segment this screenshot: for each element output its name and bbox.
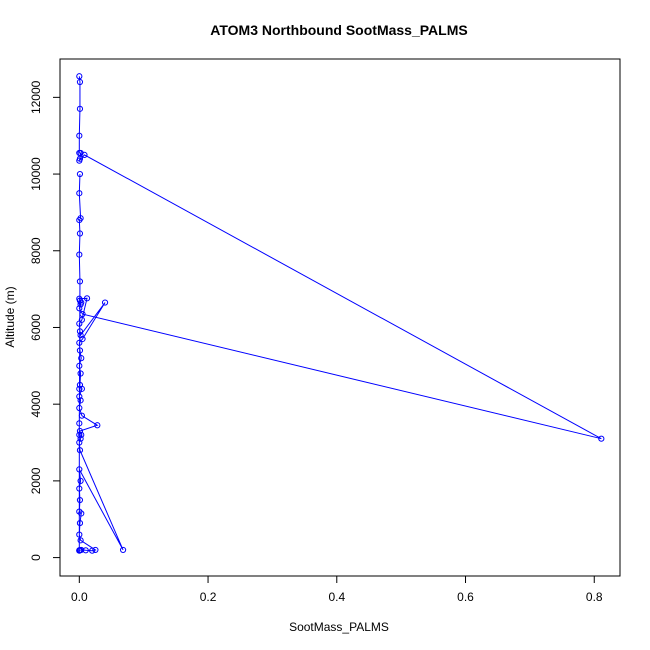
data-point <box>76 230 84 237</box>
y-tick-label: 0 <box>29 554 43 561</box>
data-point <box>76 251 83 258</box>
data-point <box>76 420 83 427</box>
data-point <box>78 510 85 517</box>
data-point <box>82 547 89 554</box>
data-point <box>76 347 84 354</box>
data-point <box>76 485 83 492</box>
plot-frame <box>59 58 621 577</box>
data-point <box>76 105 84 112</box>
data-point <box>76 547 83 554</box>
data-point <box>76 385 83 392</box>
data-point <box>76 431 83 438</box>
data-point <box>76 278 84 285</box>
data-point <box>77 370 84 377</box>
data-point <box>77 477 84 484</box>
y-tick-label: 2000 <box>29 467 43 494</box>
y-tick-label: 6000 <box>29 314 43 341</box>
data-point <box>76 531 83 538</box>
data-point <box>79 310 86 318</box>
data-point <box>83 295 91 302</box>
y-axis: 0 2000 4000 6000 8000 10000 12000 <box>29 80 61 561</box>
data-point <box>76 339 83 346</box>
data-point <box>76 305 83 312</box>
data-point <box>76 427 84 435</box>
data-point <box>77 435 84 442</box>
data-point <box>76 466 83 473</box>
series-layer <box>76 73 605 554</box>
data-point <box>76 393 83 400</box>
y-tick-label: 4000 <box>29 391 43 418</box>
data-point <box>101 299 109 306</box>
data-point <box>76 508 83 515</box>
data-point <box>81 151 88 158</box>
y-tick-label: 12000 <box>29 80 43 114</box>
data-point <box>77 397 84 404</box>
data-point <box>76 496 84 504</box>
chart-title: ATOM3 Northbound SootMass_PALMS <box>210 22 467 38</box>
y-tick-label: 10000 <box>29 157 43 191</box>
y-tick-label: 8000 <box>29 237 43 264</box>
data-point <box>76 78 84 86</box>
data-point <box>89 547 96 554</box>
data-point <box>76 157 83 164</box>
data-point <box>78 385 85 392</box>
data-point <box>76 404 83 412</box>
data-point <box>76 190 83 197</box>
y-axis-label: Altitude (m) <box>3 286 17 347</box>
series-line <box>77 76 602 553</box>
x-axis: 0.0 0.2 0.4 0.6 0.8 <box>71 575 603 604</box>
x-axis-label: SootMass_PALMS <box>289 620 389 634</box>
x-tick-label: 0.6 <box>457 590 474 604</box>
data-point <box>119 546 127 554</box>
data-point <box>77 215 84 222</box>
data-point <box>78 355 85 362</box>
x-tick-label: 0.4 <box>328 590 345 604</box>
data-point <box>94 422 101 429</box>
data-point <box>76 73 83 80</box>
data-point <box>76 519 84 527</box>
data-point <box>76 328 84 335</box>
data-point <box>78 412 85 419</box>
data-point <box>76 362 83 369</box>
data-point <box>78 431 85 438</box>
data-point <box>76 439 83 446</box>
x-tick-label: 0.2 <box>200 590 217 604</box>
data-point <box>76 295 83 302</box>
data-point <box>76 132 83 139</box>
x-tick-label: 0.8 <box>586 590 603 604</box>
data-point <box>76 320 83 327</box>
data-point <box>92 546 99 554</box>
data-point <box>79 335 86 343</box>
data-point <box>598 435 605 442</box>
data-point <box>77 537 84 544</box>
data-point <box>76 170 84 178</box>
data-point <box>76 447 84 454</box>
x-tick-label: 0.0 <box>71 590 88 604</box>
data-point <box>76 546 84 554</box>
